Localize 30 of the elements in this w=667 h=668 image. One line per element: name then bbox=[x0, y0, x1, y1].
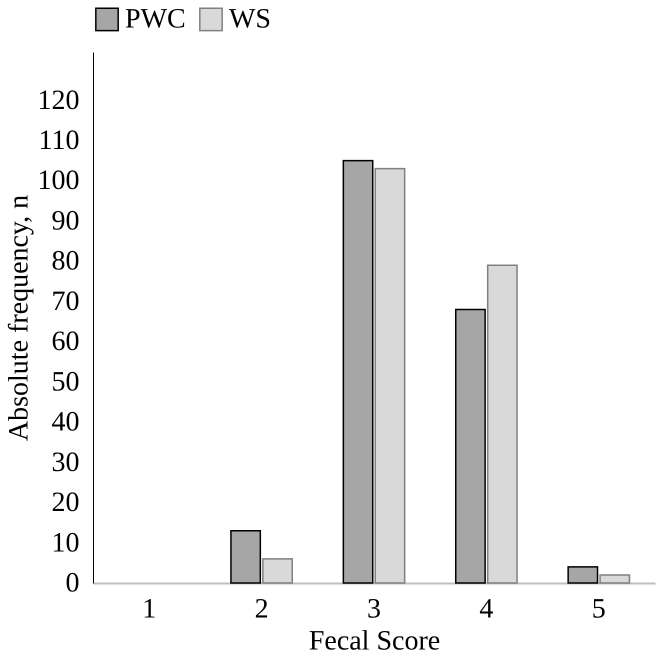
y-tick-label: 30 bbox=[52, 446, 80, 478]
bar bbox=[567, 566, 598, 584]
x-tick-label: 1 bbox=[142, 594, 156, 624]
bar bbox=[342, 160, 374, 584]
y-tick-label: 70 bbox=[52, 286, 80, 317]
bar bbox=[454, 308, 486, 584]
legend-label: PWC bbox=[125, 3, 186, 34]
y-tick-label: 40 bbox=[52, 406, 80, 438]
x-tick-label: 2 bbox=[254, 594, 269, 624]
x-tick-label: 3 bbox=[367, 594, 381, 624]
y-tick-label: 90 bbox=[52, 205, 80, 236]
y-tick-label: 110 bbox=[38, 125, 80, 156]
y-axis-title: Absolute frequency, n bbox=[4, 194, 34, 442]
bar bbox=[599, 574, 630, 584]
bar bbox=[230, 530, 262, 584]
y-tick-label: 100 bbox=[38, 165, 80, 196]
legend-label: WS bbox=[229, 3, 271, 34]
x-tick-label: 4 bbox=[479, 594, 494, 624]
bar bbox=[374, 168, 406, 584]
x-axis-title: Fecal Score bbox=[308, 626, 440, 656]
bar bbox=[262, 558, 294, 584]
y-tick-label: 0 bbox=[66, 568, 80, 598]
x-tick-label: 5 bbox=[592, 594, 606, 624]
y-tick-label: 10 bbox=[52, 527, 80, 558]
y-tick-label: 20 bbox=[52, 487, 80, 518]
bar bbox=[486, 264, 518, 584]
y-tick-label: 50 bbox=[52, 366, 80, 398]
y-tick-label: 120 bbox=[38, 84, 80, 116]
y-tick-label: 60 bbox=[52, 326, 80, 358]
y-tick-label: 80 bbox=[52, 246, 80, 277]
